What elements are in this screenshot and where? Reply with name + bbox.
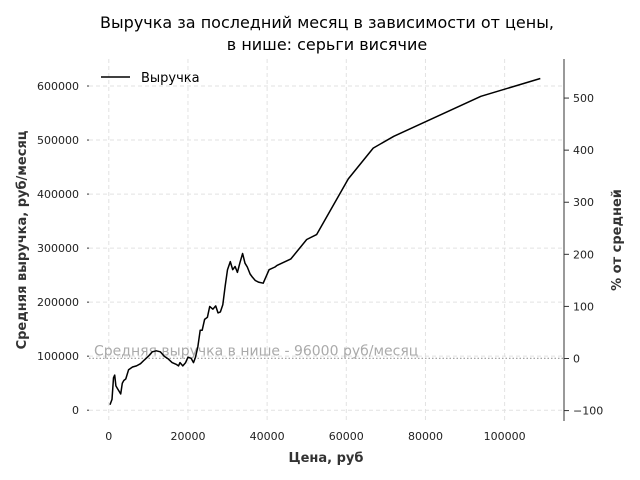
y-axis-label: Средняя выручка, руб/месяц (15, 130, 30, 349)
y2-tick-label-3: 200 (573, 248, 594, 261)
y2-tick-label-1: 0 (573, 352, 580, 365)
legend: Выручка (101, 71, 200, 86)
y-tick-label-3: 300000 (37, 242, 79, 255)
y-tick-label-1: 100000 (37, 350, 79, 363)
chart-title-line-2: в нише: серьги висячие (227, 35, 427, 54)
x-tick-label-5: 100000 (484, 430, 526, 443)
reference-line-group: Средняя выручка в нише - 96000 руб/месяц (89, 343, 564, 359)
y-tick-labels: 0 100000 200000 300000 400000 500000 600000 (37, 80, 89, 417)
grid-lines (89, 59, 564, 421)
series-line-0 (109, 77, 541, 406)
chart-title-line-1: Выручка за последний месяц в зависимости… (100, 13, 554, 32)
y2-axis-label: % от средней (610, 189, 625, 291)
y-tick-label-0: 0 (72, 404, 79, 417)
y2-tick-label-5: 400 (573, 144, 594, 157)
y2-tick-label-4: 300 (573, 196, 594, 209)
y-tick-label-4: 400000 (37, 188, 79, 201)
series-group (109, 77, 541, 406)
y2-tick-label-0: −100 (573, 405, 603, 418)
x-tick-label-3: 60000 (329, 430, 364, 443)
y-tick-label-6: 600000 (37, 80, 79, 93)
x-tick-label-0: 0 (105, 430, 112, 443)
x-tick-labels: 0 20000 40000 60000 80000 100000 (105, 430, 525, 443)
average-reference-label: Средняя выручка в нише - 96000 руб/месяц (94, 343, 418, 359)
y-tick-label-2: 200000 (37, 296, 79, 309)
y-tick-label-5: 500000 (37, 134, 79, 147)
y2-tick-label-6: 500 (573, 92, 594, 105)
legend-label: Выручка (141, 71, 200, 86)
y2-tick-label-2: 100 (573, 300, 594, 313)
y2-tick-labels: −100 0 100 200 300 400 500 (564, 92, 603, 418)
x-tick-label-2: 40000 (250, 430, 285, 443)
x-tick-label-4: 80000 (408, 430, 443, 443)
x-tick-label-1: 20000 (170, 430, 205, 443)
x-axis-label: Цена, руб (289, 451, 364, 466)
